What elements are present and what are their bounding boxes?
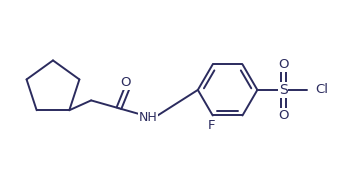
Text: O: O [278,109,288,122]
Text: S: S [279,83,288,97]
Text: O: O [278,58,288,71]
Text: O: O [121,76,131,89]
Text: Cl: Cl [315,83,328,96]
Text: F: F [208,119,215,132]
Text: NH: NH [138,111,157,124]
